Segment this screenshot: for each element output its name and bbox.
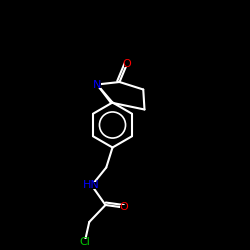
FancyBboxPatch shape xyxy=(93,82,101,87)
FancyBboxPatch shape xyxy=(86,182,97,189)
FancyBboxPatch shape xyxy=(80,239,89,245)
FancyBboxPatch shape xyxy=(120,204,126,210)
Text: N: N xyxy=(93,80,101,90)
Text: O: O xyxy=(119,202,128,212)
Text: Cl: Cl xyxy=(79,237,90,247)
Text: O: O xyxy=(122,59,132,69)
Text: HN: HN xyxy=(84,180,100,190)
FancyBboxPatch shape xyxy=(124,61,130,67)
